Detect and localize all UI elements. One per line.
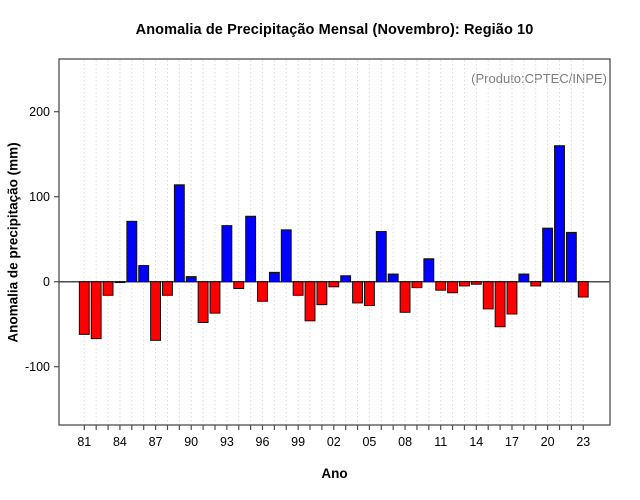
x-tick-label-87: 87 xyxy=(149,435,163,449)
x-tick-label-84: 84 xyxy=(113,435,127,449)
bar-1993 xyxy=(221,225,233,283)
bar-1994 xyxy=(233,281,245,290)
bar-1995 xyxy=(245,215,257,283)
bar-2004 xyxy=(352,281,363,304)
x-tick-label-11: 11 xyxy=(434,435,447,449)
bar-2021 xyxy=(554,145,565,283)
bar-1983 xyxy=(102,281,114,296)
bar-1989 xyxy=(173,184,185,283)
bar-2009 xyxy=(411,281,423,289)
x-tick-label-08: 08 xyxy=(398,435,412,449)
y-tick-label-0: 0 xyxy=(43,275,50,289)
bar-2012 xyxy=(447,281,459,294)
bar-1996 xyxy=(257,281,268,302)
bar-1982 xyxy=(90,281,102,340)
bar-2020 xyxy=(542,227,554,283)
bar-2011 xyxy=(435,281,447,291)
bar-2013 xyxy=(459,281,470,287)
bar-2015 xyxy=(482,281,494,310)
bar-1988 xyxy=(162,281,173,296)
bar-2008 xyxy=(399,281,411,313)
bar-1990 xyxy=(185,276,197,283)
bar-2019 xyxy=(530,281,542,287)
x-tick-label-17: 17 xyxy=(505,435,519,449)
x-tick-label-14: 14 xyxy=(469,435,483,449)
bar-2000 xyxy=(304,281,316,322)
x-tick-label-20: 20 xyxy=(541,435,555,449)
bar-2018 xyxy=(518,273,530,283)
bar-1997 xyxy=(268,271,280,283)
bar-1998 xyxy=(280,229,292,283)
y-tick-label-200: 200 xyxy=(29,105,50,119)
x-tick-label-90: 90 xyxy=(184,435,198,449)
bar-2007 xyxy=(387,273,399,283)
bar-1984 xyxy=(114,281,126,284)
y-tick-label-100: 100 xyxy=(29,190,50,204)
bar-2022 xyxy=(565,231,577,283)
product-annotation: (Produto:CPTEC/INPE) xyxy=(471,71,607,86)
bar-2001 xyxy=(316,281,328,306)
x-axis-label: Ano xyxy=(321,466,348,481)
chart-title: Anomalia de Precipitação Mensal (Novembr… xyxy=(135,22,534,38)
y-tick-label--100: -100 xyxy=(25,360,50,374)
bar-2003 xyxy=(340,275,352,283)
x-tick-label-02: 02 xyxy=(327,435,341,449)
plot-border xyxy=(58,58,611,426)
bar-1985 xyxy=(126,220,138,283)
bar-2010 xyxy=(423,258,435,283)
bar-2017 xyxy=(506,281,518,315)
bar-2016 xyxy=(494,281,506,328)
bar-2014 xyxy=(470,281,482,285)
bar-1987 xyxy=(150,281,162,341)
x-tick-label-23: 23 xyxy=(576,435,590,449)
bar-2023 xyxy=(577,281,589,298)
bar-1992 xyxy=(209,281,221,314)
bar-2005 xyxy=(363,281,375,307)
x-tick-label-99: 99 xyxy=(291,435,305,449)
bar-1986 xyxy=(138,265,150,283)
bar-2002 xyxy=(328,281,340,288)
bar-1991 xyxy=(197,281,209,324)
x-tick-label-81: 81 xyxy=(77,435,91,449)
bar-2006 xyxy=(375,231,387,283)
x-tick-label-93: 93 xyxy=(220,435,234,449)
bar-1981 xyxy=(78,281,90,335)
bar-1999 xyxy=(292,281,304,296)
x-tick-label-05: 05 xyxy=(362,435,376,449)
x-tick-label-96: 96 xyxy=(256,435,270,449)
